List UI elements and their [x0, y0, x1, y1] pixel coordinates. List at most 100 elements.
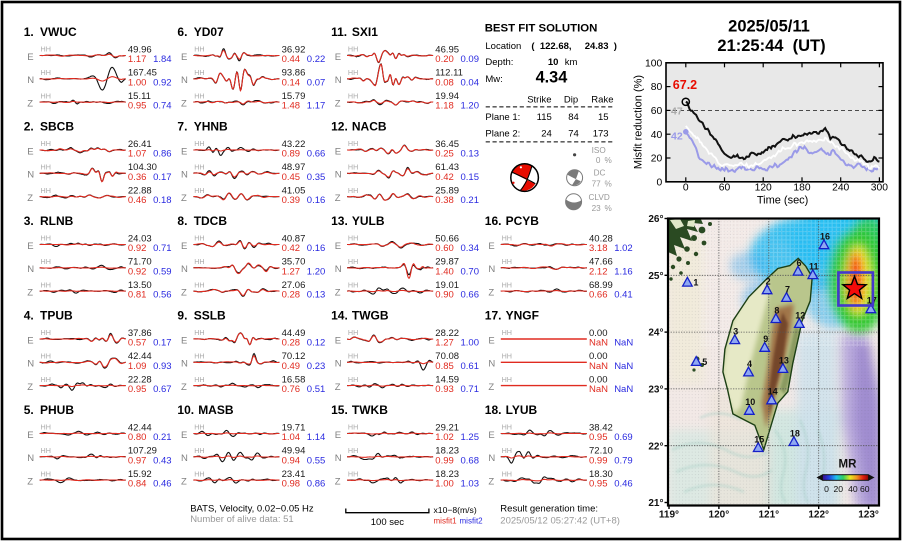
svg-text:Z: Z: [181, 287, 187, 298]
svg-text:43.22: 43.22: [282, 139, 306, 150]
svg-text:93.86: 93.86: [282, 68, 306, 79]
svg-text:23°: 23°: [648, 385, 663, 396]
svg-text:0.46: 0.46: [614, 479, 633, 490]
svg-text:1.02: 1.02: [435, 432, 454, 443]
svg-text:Rake: Rake: [591, 95, 613, 106]
svg-text:E: E: [488, 241, 494, 252]
svg-text:13.50: 13.50: [128, 280, 152, 291]
svg-text:120°: 120°: [709, 509, 730, 520]
svg-text:0.00: 0.00: [589, 374, 608, 385]
svg-text:49.96: 49.96: [128, 44, 152, 55]
svg-text:2: 2: [766, 277, 771, 287]
svg-text:HH: HH: [502, 234, 512, 243]
svg-text:HH: HH: [194, 139, 204, 148]
svg-text:misfit1: misfit1: [434, 516, 458, 525]
svg-text:1.27: 1.27: [435, 338, 454, 349]
svg-text:0: 0: [596, 156, 601, 165]
svg-text:0.59: 0.59: [153, 266, 172, 277]
svg-text:16.: 16.: [485, 214, 502, 228]
svg-text:1.40: 1.40: [435, 266, 454, 277]
svg-text:TDCB: TDCB: [194, 214, 228, 228]
svg-text:0.94: 0.94: [282, 455, 301, 466]
svg-text:1.27: 1.27: [282, 266, 301, 277]
svg-text:4: 4: [747, 359, 752, 369]
svg-text:48.97: 48.97: [282, 162, 306, 173]
svg-text:0.39: 0.39: [282, 195, 301, 206]
svg-text:HH: HH: [41, 423, 51, 432]
svg-text:0.15: 0.15: [461, 172, 480, 183]
svg-text:0.95: 0.95: [589, 479, 608, 490]
svg-text:16: 16: [820, 232, 830, 242]
svg-text:0.85: 0.85: [435, 361, 454, 372]
svg-text:0.70: 0.70: [461, 266, 480, 277]
svg-text:Z: Z: [27, 382, 33, 393]
svg-text:HH: HH: [194, 234, 204, 243]
svg-text:0.41: 0.41: [614, 290, 633, 301]
svg-text:0.46: 0.46: [153, 479, 172, 490]
svg-text:HH: HH: [41, 186, 51, 195]
svg-text:3: 3: [733, 327, 738, 337]
svg-text:Z: Z: [488, 382, 494, 393]
svg-text:SXI1: SXI1: [352, 25, 378, 39]
svg-text:0.79: 0.79: [614, 455, 633, 466]
svg-text:80: 80: [651, 82, 663, 93]
svg-text:40.28: 40.28: [589, 233, 613, 244]
svg-text:E: E: [335, 430, 341, 441]
svg-text:38.42: 38.42: [589, 422, 613, 433]
svg-text:3.18: 3.18: [589, 243, 608, 254]
svg-text:E: E: [181, 430, 187, 441]
svg-text:%: %: [605, 156, 612, 165]
svg-text:VWUC: VWUC: [40, 25, 77, 39]
svg-text:E: E: [27, 335, 33, 346]
svg-text:0.92: 0.92: [128, 266, 146, 277]
svg-text:N: N: [181, 264, 188, 275]
svg-text:Depth:: Depth:: [485, 57, 513, 68]
svg-text:E: E: [181, 241, 187, 252]
svg-text:0.34: 0.34: [461, 243, 480, 254]
svg-text:N: N: [181, 75, 188, 86]
svg-text:19.01: 19.01: [435, 280, 459, 291]
svg-text:28.22: 28.22: [435, 328, 459, 339]
svg-text:HH: HH: [194, 68, 204, 77]
svg-text:24.03: 24.03: [128, 233, 152, 244]
svg-text:13: 13: [779, 355, 789, 365]
svg-text:60: 60: [651, 106, 663, 117]
svg-text:N: N: [335, 75, 342, 86]
svg-text:0.04: 0.04: [461, 77, 480, 88]
svg-text:74: 74: [568, 129, 579, 140]
svg-text:0.66: 0.66: [307, 149, 326, 160]
svg-text:HH: HH: [348, 423, 358, 432]
svg-text:4.34: 4.34: [536, 69, 568, 87]
svg-text:Z: Z: [181, 193, 187, 204]
svg-text:60: 60: [719, 182, 731, 193]
svg-text:21:25:44 (UT): 21:25:44 (UT): [717, 37, 825, 55]
svg-text:HH: HH: [194, 91, 204, 100]
svg-text:14.59: 14.59: [435, 374, 459, 385]
svg-text:47.66: 47.66: [589, 257, 613, 268]
svg-text:N: N: [27, 359, 34, 370]
svg-text:NaN: NaN: [589, 361, 608, 372]
svg-text:0.68: 0.68: [461, 455, 480, 466]
svg-text:10.: 10.: [177, 403, 194, 417]
svg-text:Z: Z: [335, 98, 341, 109]
svg-text:0.21: 0.21: [461, 195, 480, 206]
svg-text:N: N: [27, 264, 34, 275]
svg-text:26.41: 26.41: [128, 139, 152, 150]
svg-text:0.36: 0.36: [128, 172, 146, 183]
svg-text:0.97: 0.97: [128, 455, 146, 466]
svg-text:HH: HH: [348, 139, 358, 148]
svg-text:0.60: 0.60: [435, 243, 454, 254]
svg-text:N: N: [335, 453, 342, 464]
svg-text:0.56: 0.56: [153, 290, 172, 301]
svg-text:42.44: 42.44: [128, 422, 152, 433]
svg-text:DC: DC: [594, 169, 606, 178]
svg-text:71.70: 71.70: [128, 257, 152, 268]
svg-text:1.07: 1.07: [128, 149, 146, 160]
svg-text:Z: Z: [181, 476, 187, 487]
svg-text:MR: MR: [839, 459, 858, 471]
svg-text:0.92: 0.92: [128, 243, 146, 254]
svg-text:240: 240: [832, 182, 849, 193]
svg-text:N: N: [181, 359, 188, 370]
svg-text:20: 20: [651, 154, 663, 165]
svg-text:0.13: 0.13: [307, 290, 326, 301]
